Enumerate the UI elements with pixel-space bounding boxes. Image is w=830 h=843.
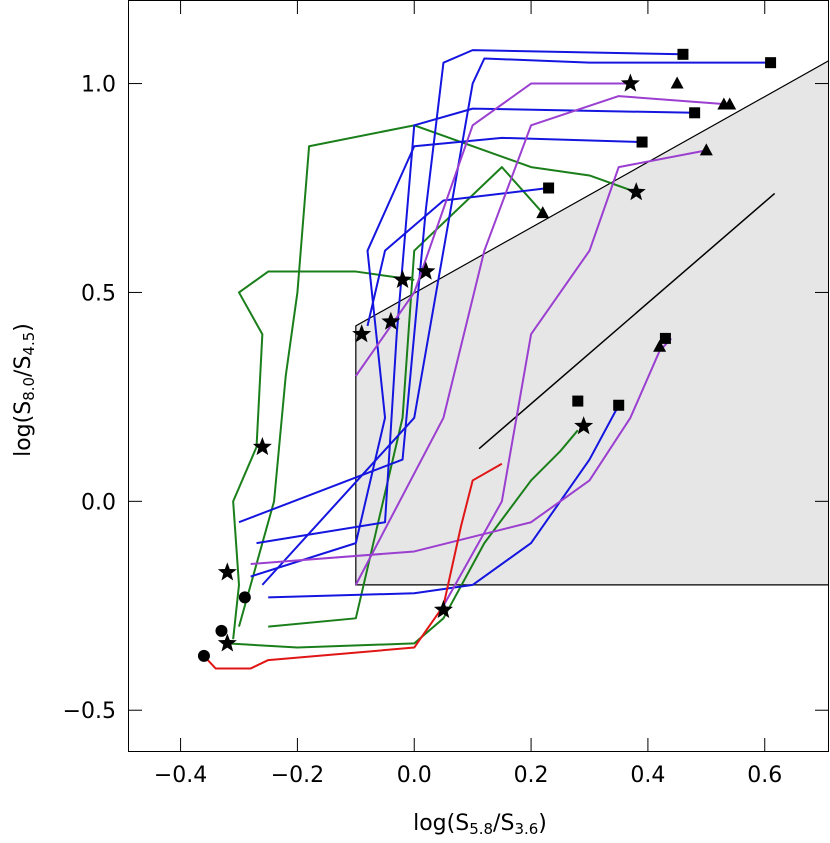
square-marker	[613, 399, 625, 411]
star-marker	[352, 324, 372, 343]
x-tick-label: 0.0	[397, 763, 432, 788]
track-line	[256, 107, 695, 545]
axis-label-part: /S	[11, 356, 36, 377]
y-axis-label: log(S8.0/S4.5)	[11, 323, 38, 457]
axis-label-part: /S	[493, 811, 514, 836]
y-tick-label: 1.0	[81, 73, 116, 98]
circle-marker	[238, 591, 251, 604]
track-line	[238, 124, 637, 627]
x-tick-label: 0.6	[747, 763, 782, 788]
x-tick-label: −0.2	[271, 763, 324, 788]
circle-marker	[197, 649, 210, 662]
track-line	[261, 57, 771, 586]
star-marker	[393, 269, 413, 289]
axis-label-part: 5.8	[469, 820, 493, 838]
square-marker	[659, 332, 671, 344]
triangle-marker	[653, 339, 667, 352]
triangle-marker	[670, 76, 684, 89]
x-axis-label: log(S5.8/S3.6)	[413, 811, 547, 838]
star-marker	[381, 311, 401, 330]
track-line	[203, 462, 503, 670]
x-tick-label: 0.4	[630, 763, 665, 788]
axis-label-part: log(S	[413, 811, 469, 836]
axis-label-part: )	[11, 323, 36, 332]
axis-label-part: 8.0	[20, 377, 38, 401]
square-marker	[636, 136, 648, 148]
star-marker	[626, 182, 646, 201]
star-marker	[433, 599, 453, 619]
plot-area	[197, 48, 829, 670]
track-line	[268, 166, 544, 628]
axis-label-part: 3.6	[514, 820, 538, 838]
axis-label-part: log(S	[11, 401, 36, 457]
triangle-marker	[723, 97, 737, 110]
shaded-region	[355, 59, 829, 586]
star-marker	[252, 437, 272, 456]
track-line	[268, 404, 620, 599]
track-line	[238, 49, 683, 524]
track-line	[354, 95, 730, 586]
x-tick-label: −0.4	[154, 763, 207, 788]
axis-label-part: )	[538, 811, 547, 836]
axis-label-part: 4.5	[20, 332, 38, 356]
y-tick-label: −0.5	[63, 699, 116, 724]
circle-marker	[215, 624, 228, 637]
reference-line	[478, 192, 776, 450]
star-marker	[574, 416, 594, 435]
square-marker	[543, 182, 555, 194]
track-line	[232, 270, 415, 640]
y-tick-label: 0.5	[81, 281, 116, 306]
x-tick-label: 0.2	[514, 763, 549, 788]
triangle-marker	[536, 206, 550, 219]
square-marker	[765, 57, 777, 69]
track-line	[250, 136, 643, 578]
square-marker	[677, 48, 689, 60]
square-marker	[572, 395, 584, 407]
track-line	[227, 429, 579, 649]
star-marker	[416, 261, 436, 280]
triangle-marker	[699, 143, 713, 156]
track-line	[366, 187, 549, 327]
y-tick-label: 0.0	[81, 490, 116, 515]
star-marker	[217, 633, 237, 652]
square-marker	[689, 107, 701, 119]
star-marker	[620, 73, 640, 92]
plot-frame	[128, 0, 829, 752]
star-marker	[217, 562, 237, 581]
track-line	[442, 149, 707, 607]
